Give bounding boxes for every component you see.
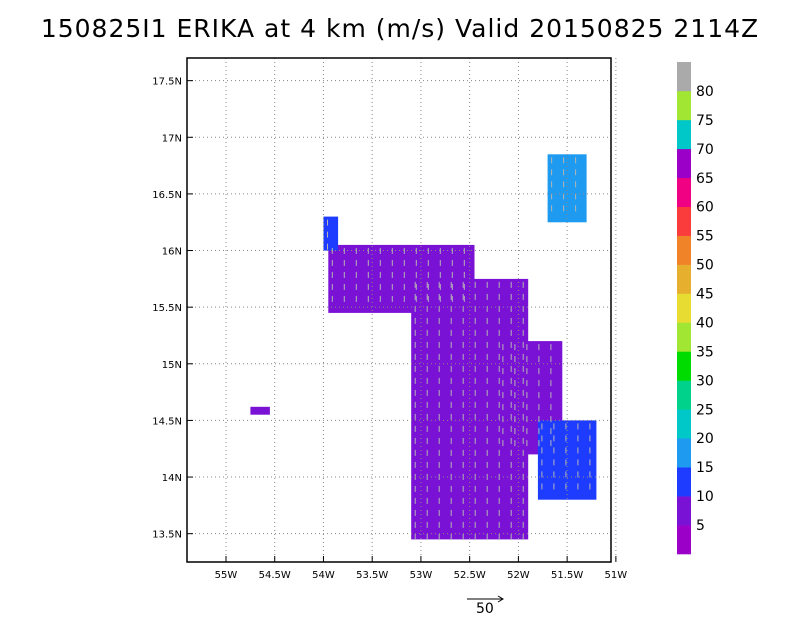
y-tick-label: 15.5N	[152, 303, 182, 314]
colorbar-label: 25	[696, 402, 714, 418]
y-tick-label: 13.5N	[152, 530, 182, 541]
region-north-band	[328, 244, 475, 313]
colorbar-label: 60	[696, 200, 714, 216]
x-tick-label: 51.5W	[551, 570, 583, 581]
chart-title: 150825I1 ERIKA at 4 km (m/s) Valid 20150…	[40, 14, 760, 43]
colorbar-label: 15	[696, 460, 714, 476]
colorbar-segment	[677, 177, 691, 207]
colorbar-segment	[677, 351, 691, 381]
x-tick-label: 51W	[605, 570, 628, 581]
region-west-island	[250, 406, 270, 415]
y-tick-label: 17.5N	[152, 77, 182, 88]
y-tick-label: 16.5N	[152, 190, 182, 201]
colorbar-segment	[677, 235, 691, 265]
plot-frame	[186, 57, 612, 563]
grid-lines	[187, 58, 617, 562]
x-tick-label: 54W	[312, 570, 335, 581]
region-northeast-cluster	[547, 154, 587, 223]
colorbar-label: 40	[696, 316, 714, 332]
colorbar-label: 75	[696, 113, 714, 129]
colorbar: 5 10 15 20 25 30 35 40 45 50 55 60 65 70 75 80	[677, 62, 714, 555]
y-tick-label: 16N	[162, 247, 182, 258]
wind-vectors	[327, 157, 591, 540]
colorbar-label: 55	[696, 229, 714, 245]
colorbar-segment	[677, 293, 691, 323]
colorbar-segment	[677, 119, 691, 150]
y-tick-label: 17N	[162, 133, 182, 144]
colorbar-segment	[677, 380, 691, 410]
x-tick-label: 55W	[215, 570, 238, 581]
colorbar-label: 30	[696, 373, 714, 389]
x-tick-label: 53W	[410, 570, 433, 581]
x-tick-label: 52W	[507, 570, 530, 581]
colorbar-label: 80	[696, 84, 714, 100]
reference-label: 50	[476, 601, 494, 617]
y-tick-label: 14.5N	[152, 416, 182, 427]
colorbar-label: 50	[696, 258, 714, 274]
colorbar-segment	[677, 90, 691, 121]
y-axis: 13.5N 14N 14.5N 15N 15.5N 16N 16.5N 17N 17.5N	[152, 77, 193, 541]
colorbar-label: 20	[696, 431, 714, 447]
colorbar-segment	[677, 496, 691, 526]
colorbar-segment	[677, 264, 691, 294]
reference-arrow-head	[497, 595, 504, 603]
x-tick-label: 53.5W	[356, 570, 388, 581]
x-tick-label: 52.5W	[454, 570, 486, 581]
colorbar-segment	[677, 438, 691, 468]
colorbar-label: 70	[696, 142, 714, 158]
colorbar-label: 10	[696, 489, 714, 505]
colorbar-segment	[677, 409, 691, 439]
x-tick-label: 54.5W	[259, 570, 291, 581]
colorbar-label: 35	[696, 344, 714, 360]
y-tick-label: 14N	[162, 473, 182, 484]
colorbar-label: 65	[696, 171, 714, 187]
colorbar-segment	[677, 322, 691, 352]
wind-speed-field	[250, 154, 597, 540]
colorbar-segment	[677, 467, 691, 497]
colorbar-segment	[677, 148, 691, 179]
y-tick-label: 15N	[162, 360, 182, 371]
region-northwest-blob	[323, 216, 339, 251]
colorbar-segment	[677, 62, 691, 92]
x-axis: 55W 54.5W 54W 53.5W 53W 52.5W 52W 51.5W 51W	[215, 556, 628, 581]
vector-reference: 50	[467, 595, 504, 617]
colorbar-segment	[677, 525, 691, 555]
colorbar-segment	[677, 206, 691, 236]
colorbar-label: 45	[696, 287, 714, 303]
region-southeast-band	[537, 420, 597, 500]
colorbar-label: 5	[696, 518, 705, 534]
